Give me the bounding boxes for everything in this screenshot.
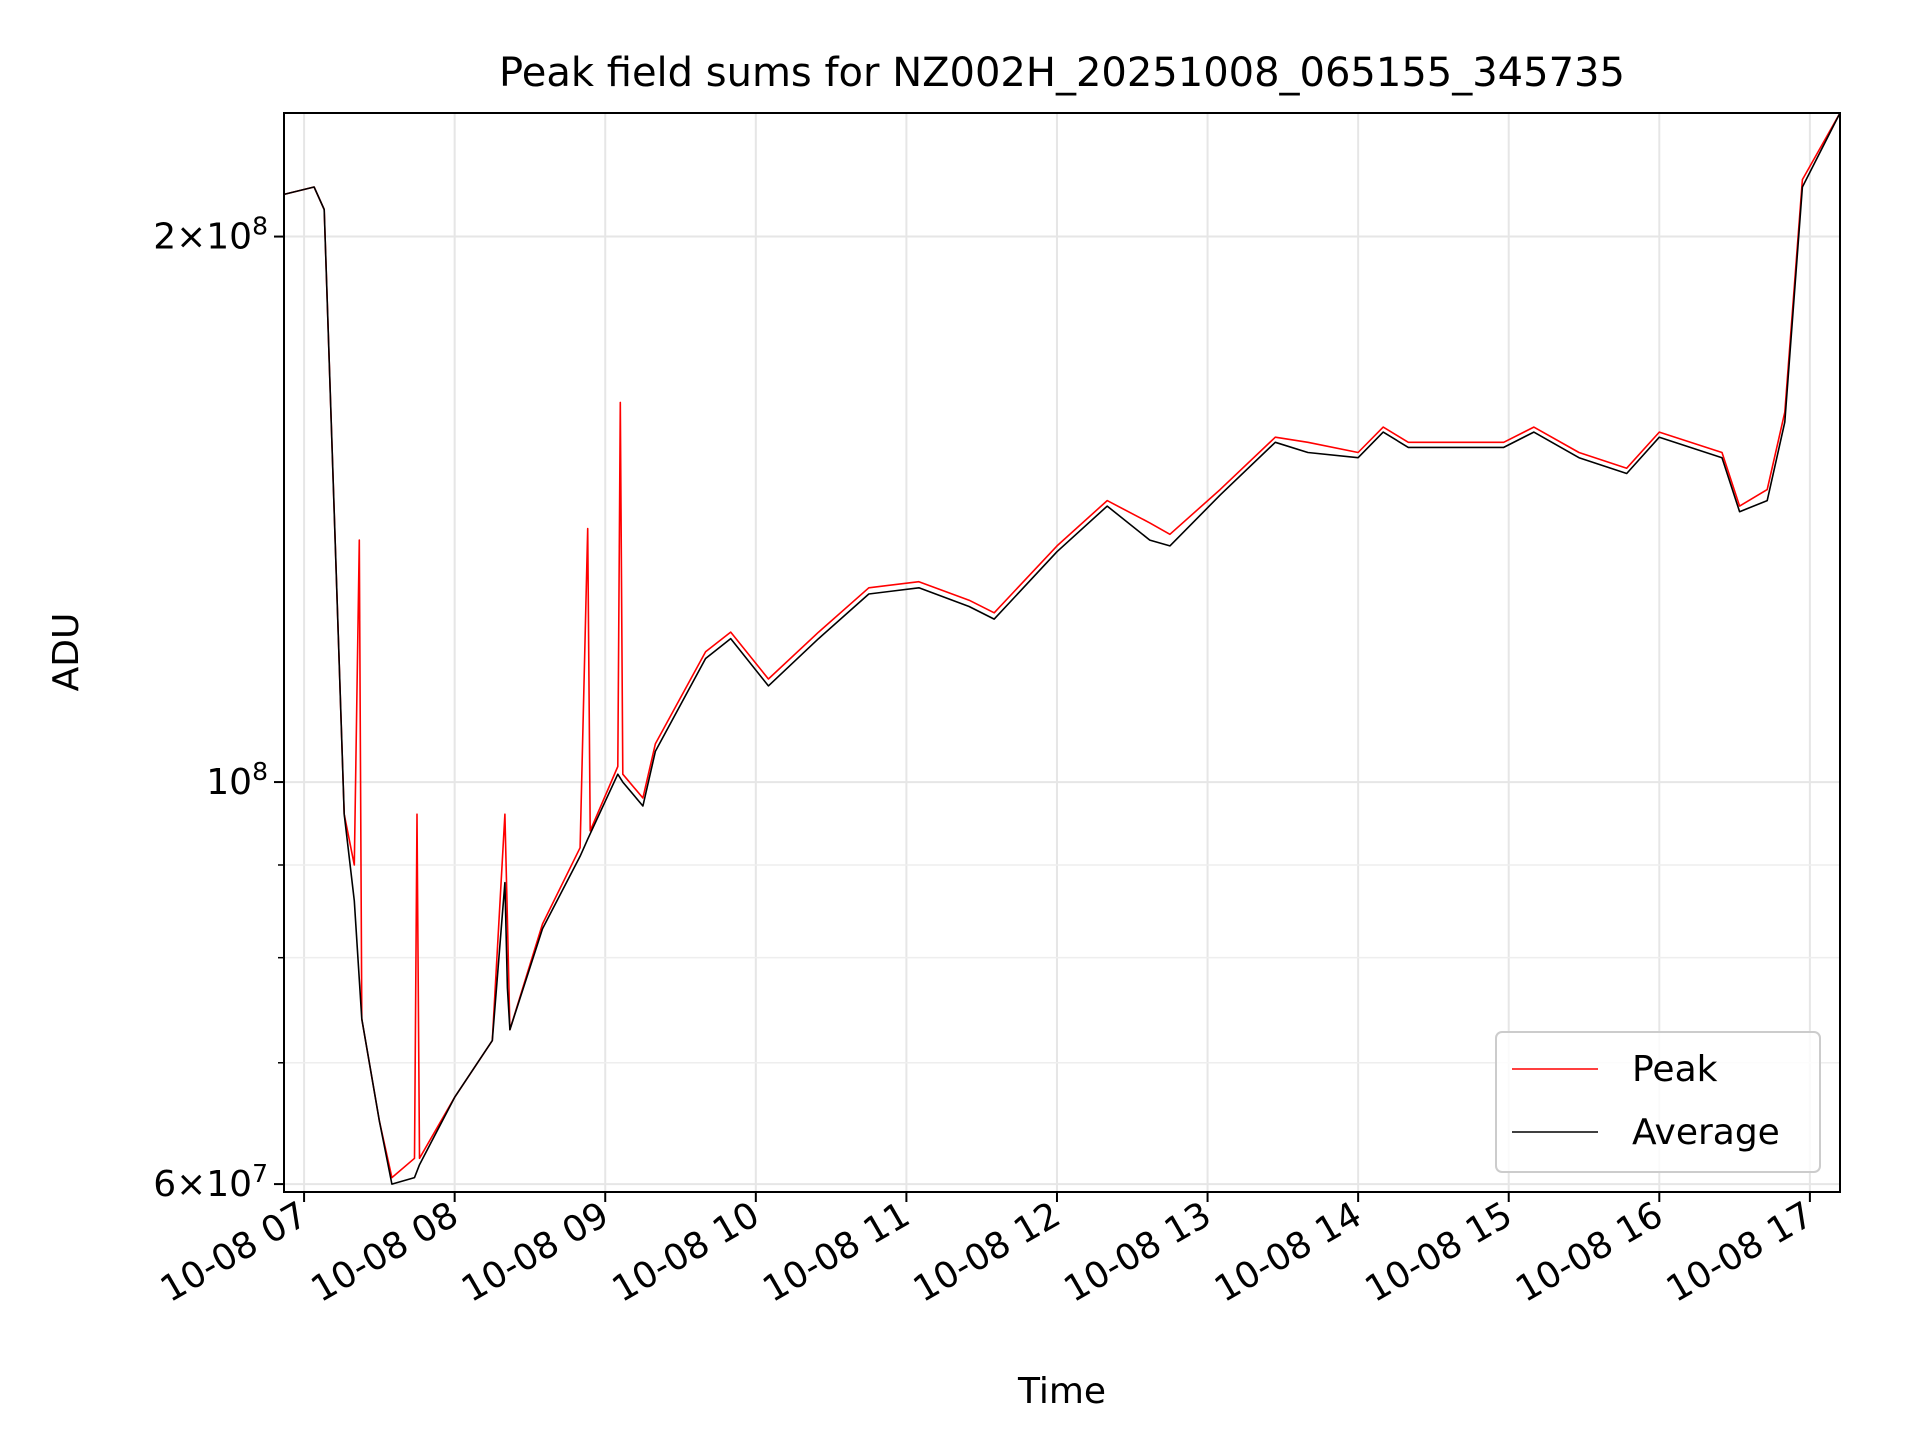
chart-title: Peak field sums for NZ002H_20251008_0651… — [499, 50, 1625, 96]
y-tick-label: 2×108 — [153, 212, 268, 258]
plot-series — [283, 112, 1841, 1185]
legend-average-label: Average — [1632, 1112, 1780, 1153]
grid-lines — [284, 113, 1840, 1192]
y-tick-label: 6×107 — [153, 1159, 268, 1205]
x-axis-label: Time — [1017, 1371, 1106, 1412]
legend-box — [1495, 1031, 1821, 1173]
plot-frame — [283, 112, 1841, 1193]
y-tick-label: 108 — [206, 757, 268, 803]
legend-peak-label: Peak — [1632, 1049, 1718, 1090]
series-line-average — [283, 112, 1841, 1185]
legend: Peak Average — [1495, 1031, 1821, 1173]
series-line-peak — [283, 112, 1841, 1179]
y-axis-label: ADU — [46, 613, 87, 692]
